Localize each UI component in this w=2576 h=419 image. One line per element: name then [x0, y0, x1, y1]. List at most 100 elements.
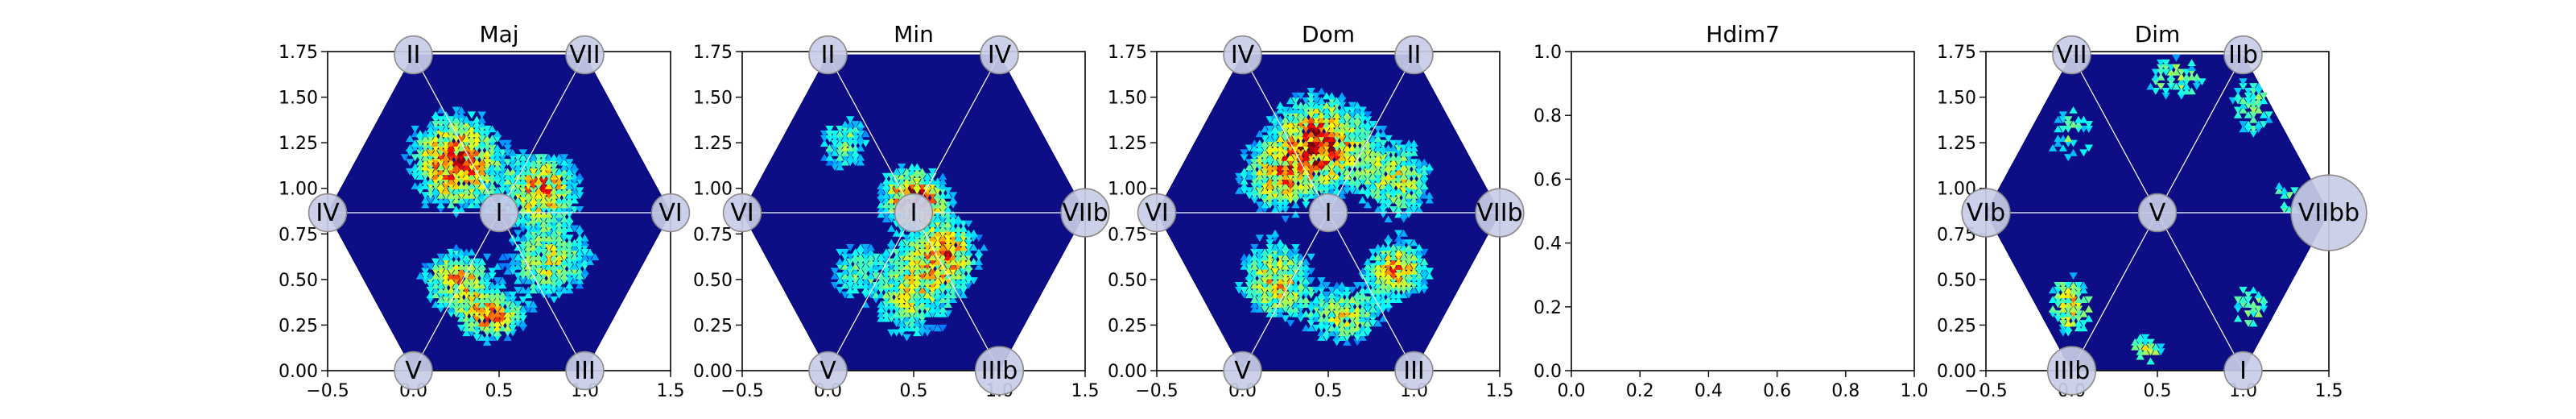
- heat-cell: [436, 258, 445, 265]
- heat-cell: [503, 139, 512, 147]
- heat-cell: [1270, 296, 1280, 303]
- heat-cell: [2069, 106, 2078, 114]
- chord-node-label: V: [2149, 199, 2166, 227]
- heat-cell: [503, 334, 512, 341]
- heat-cell: [1296, 267, 1306, 275]
- heat-cell: [923, 253, 932, 261]
- heat-cell: [529, 187, 538, 195]
- chord-nodes: VII IIb VIb V VIIbb IIIb I: [1961, 35, 2368, 396]
- heat-cell: [1348, 286, 1356, 294]
- heat-cell: [1384, 272, 1393, 280]
- heat-cell: [1410, 182, 1418, 189]
- heat-cell: [2264, 111, 2273, 119]
- heat-cell: [964, 272, 973, 280]
- heat-cell: [518, 149, 527, 157]
- heat-cell: [1358, 168, 1367, 176]
- heat-cell: [1410, 267, 1418, 275]
- heat-cell: [452, 286, 460, 294]
- heat-cell: [1286, 276, 1295, 284]
- heat-cell: [1250, 244, 1259, 251]
- chord-node: [980, 35, 1019, 75]
- heat-cell: [928, 234, 937, 242]
- heat-cell: [1281, 253, 1290, 261]
- chord-node: [308, 193, 348, 233]
- heat-cell: [488, 182, 497, 189]
- heat-cell: [431, 186, 440, 194]
- heat-cell: [1302, 258, 1311, 265]
- heat-cell: [1281, 182, 1290, 189]
- heat-cell: [503, 149, 512, 157]
- heat-cell: [1327, 92, 1336, 100]
- heat-cell: [1265, 239, 1274, 247]
- heat-cell: [2157, 83, 2165, 90]
- heat-cell: [2254, 120, 2263, 128]
- heat-cell: [456, 106, 466, 114]
- heat-cell: [1322, 172, 1331, 180]
- heat-cell: [1255, 187, 1264, 195]
- heat-cell: [928, 168, 937, 176]
- panel-maj: Maj −0.5 0.0 0.5 1.0 1.50.000.250.500.751.00…: [279, 21, 691, 401]
- heat-cell: [524, 301, 533, 309]
- heat-cell: [1302, 296, 1311, 303]
- heat-cell: [559, 154, 569, 162]
- heat-cell: [943, 205, 952, 214]
- heat-cell: [1379, 130, 1388, 138]
- heat-cell: [1255, 130, 1264, 138]
- heat-cell: [1399, 291, 1408, 299]
- heat-cell: [456, 135, 466, 143]
- heat-cell: [456, 196, 466, 204]
- heat-cell: [529, 301, 538, 308]
- heat-cell: [1343, 291, 1352, 299]
- x-tick-label: 1.5: [657, 381, 685, 401]
- heat-cell: [1353, 177, 1362, 185]
- heat-cell: [939, 196, 947, 204]
- heat-cell: [518, 215, 527, 222]
- heat-cell: [1420, 276, 1429, 284]
- heat-cell: [1276, 272, 1285, 280]
- heat-cell: [467, 305, 477, 313]
- heat-cell: [431, 258, 440, 266]
- heat-cell: [948, 263, 958, 270]
- heat-cell: [939, 324, 947, 332]
- heat-cell: [580, 267, 589, 275]
- heat-cell: [1348, 187, 1356, 195]
- heat-cell: [923, 291, 932, 299]
- heat-cell: [1348, 130, 1356, 138]
- heat-cell: [1322, 291, 1331, 299]
- heat-cell: [907, 258, 917, 265]
- heat-cell: [943, 220, 952, 227]
- heat-cell: [534, 215, 543, 222]
- heat-cell: [514, 320, 522, 327]
- heat-cell: [524, 291, 533, 299]
- chord-node: [2052, 35, 2091, 75]
- heat-cell: [881, 281, 891, 289]
- heat-cell: [825, 126, 834, 133]
- heat-cell: [892, 309, 901, 317]
- heat-cell: [836, 276, 844, 284]
- heat-cell: [1410, 159, 1418, 166]
- heat-cell: [1425, 272, 1434, 280]
- heat-cell: [1261, 296, 1269, 303]
- heat-cell: [851, 286, 860, 294]
- heat-cell: [923, 182, 932, 189]
- heat-cell: [1311, 296, 1321, 303]
- heat-cell: [1327, 130, 1336, 138]
- heat-cell: [2254, 92, 2263, 100]
- heat-cell: [565, 159, 574, 166]
- heat-cell: [840, 135, 849, 143]
- y-tick-label: 0.00: [1937, 362, 1976, 382]
- heat-cell: [411, 126, 419, 133]
- heat-cell: [477, 163, 486, 171]
- heat-cell: [959, 239, 968, 247]
- heat-cell: [1389, 158, 1398, 166]
- heat-cell: [2254, 291, 2263, 299]
- heat-cell: [830, 268, 840, 276]
- heat-cell: [426, 177, 435, 185]
- heat-cell: [1296, 106, 1306, 114]
- heat-cell: [1270, 125, 1280, 133]
- y-tick-label: 1.50: [693, 89, 733, 109]
- heat-cell: [851, 121, 860, 128]
- heat-cell: [462, 296, 471, 303]
- heat-cell: [1311, 97, 1321, 105]
- heat-cell: [1265, 244, 1274, 251]
